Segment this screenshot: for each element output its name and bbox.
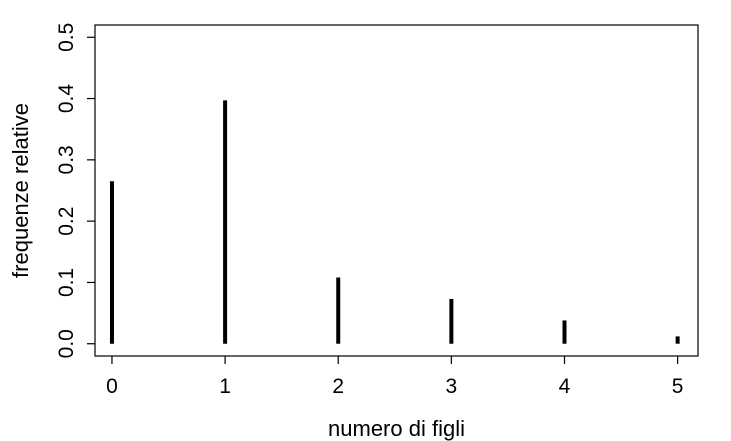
x-axis-title: numero di figli: [328, 416, 465, 441]
x-tick-label-0: 0: [106, 375, 118, 398]
bars-group: [109, 100, 680, 344]
x-tick-label-1: 1: [219, 375, 231, 398]
y-tick-label-3: 0.3: [55, 145, 78, 174]
y-tick-label-2: 0.2: [55, 207, 78, 236]
y-axis-title: frequenze relative: [8, 103, 33, 278]
y-tick-label-4: 0.4: [55, 84, 78, 114]
x-tick-label-2: 2: [332, 375, 344, 398]
x-tick-label-4: 4: [559, 375, 571, 398]
y-axis: 0.0 0.1 0.2 0.3 0.4 0.5: [55, 23, 95, 358]
plot-frame: [94, 24, 699, 357]
x-axis: 0 1 2 3 4 5: [106, 356, 683, 398]
x-tick-label-3: 3: [446, 375, 458, 398]
x-tick-label-5: 5: [672, 375, 684, 398]
y-tick-label-5: 0.5: [55, 23, 78, 52]
y-tick-label-0: 0.0: [55, 329, 78, 358]
y-tick-label-1: 0.1: [55, 268, 78, 297]
